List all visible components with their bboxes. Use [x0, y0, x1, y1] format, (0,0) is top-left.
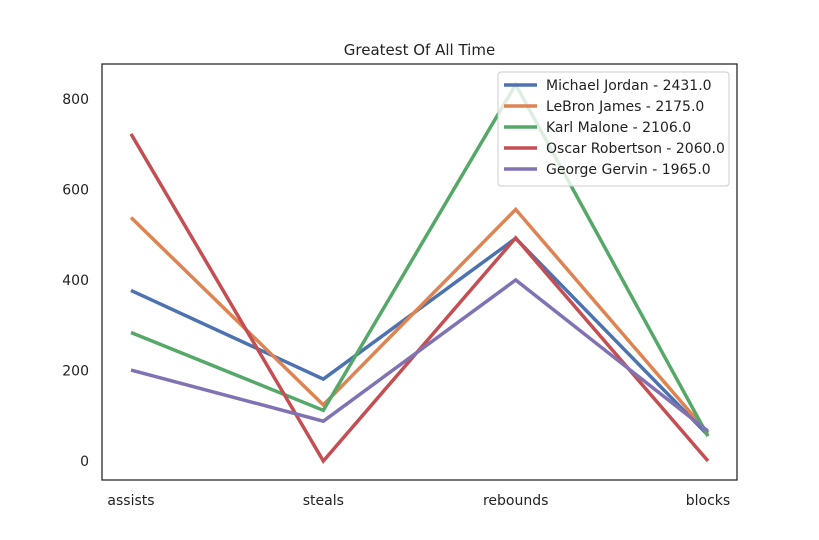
- y-tick-label: 800: [62, 92, 89, 108]
- y-tick-labels: 0 200 400 600 800: [62, 92, 89, 470]
- y-tick-label: 400: [62, 273, 89, 289]
- series-line-4: [130, 277, 710, 433]
- x-tick-label: blocks: [686, 493, 730, 509]
- legend-label: Karl Malone - 2106.0: [546, 120, 691, 136]
- series-layer: [129, 80, 710, 464]
- x-tick-labels: assists steals rebounds blocks: [107, 493, 730, 509]
- plot-frame: [101, 63, 738, 481]
- x-tick-label: rebounds: [483, 493, 548, 509]
- series-line-0: [130, 236, 710, 437]
- x-tick-label: assists: [107, 493, 154, 509]
- legend-label: George Gervin - 1965.0: [546, 162, 711, 178]
- y-tick-label: 600: [62, 183, 89, 199]
- legend-label: LeBron James - 2175.0: [546, 99, 704, 115]
- chart-title: Greatest Of All Time: [344, 41, 495, 59]
- y-tick-label: 200: [62, 364, 89, 380]
- legend-label: Michael Jordan - 2431.0: [546, 78, 712, 94]
- series-line-1: [129, 206, 710, 435]
- x-tick-label: steals: [303, 493, 344, 509]
- y-tick-label: 0: [80, 454, 89, 470]
- legend: Michael Jordan - 2431.0 LeBron James - 21…: [497, 71, 730, 187]
- series-line-2: [130, 80, 710, 437]
- legend-box: [497, 71, 730, 187]
- legend-label: Oscar Robertson - 2060.0: [546, 141, 725, 157]
